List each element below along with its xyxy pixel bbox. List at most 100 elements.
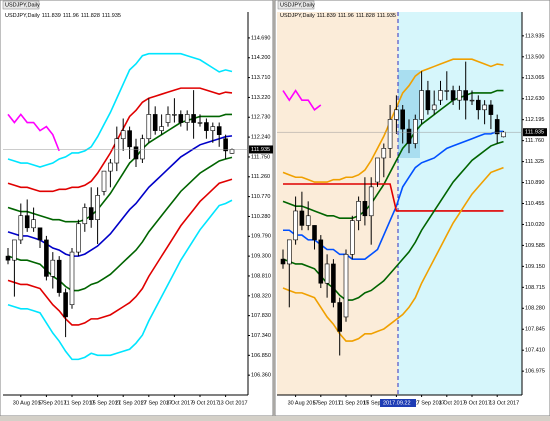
y-tick-label: 107.830 (251, 313, 271, 319)
candle-body (44, 239, 49, 277)
candle-body (438, 90, 443, 101)
x-tick-label: 11 Sep 2017 (338, 400, 369, 406)
candle-body (229, 149, 235, 154)
y-tick-label: 111.260 (251, 174, 270, 180)
candle-body (210, 126, 216, 131)
x-tick-label: 30 Aug 2017 (288, 400, 319, 406)
candle-body (419, 90, 424, 120)
zone-shade (398, 12, 522, 395)
x-tick-label: 5 Sep 2017 (313, 400, 341, 406)
x-tick-label: 3 Oct 2017 (439, 400, 466, 406)
candle-body (31, 219, 36, 229)
indicator-line (7, 113, 60, 152)
y-tick-label: 110.770 (251, 194, 270, 200)
y-tick-label: 112.240 (251, 135, 270, 141)
candle-body (280, 258, 286, 265)
x-tick-label: 5 Sep 2017 (38, 400, 66, 406)
candle-body (178, 114, 184, 123)
indicator-line (282, 58, 504, 183)
x-tick-label: 27 Sep 2017 (141, 400, 172, 406)
candle-body (463, 90, 469, 101)
y-tick-label: 113.500 (525, 54, 544, 60)
candle-body (191, 114, 196, 123)
candle-body (101, 170, 107, 192)
y-tick-label: 106.975 (525, 369, 545, 375)
x-tick-label: 15 Sep 2017 (90, 400, 121, 406)
x-tick-label: 3 Oct 2017 (166, 400, 193, 406)
indicator-line (282, 89, 322, 111)
y-tick-label: 111.325 (525, 159, 544, 165)
y-tick-label: 111.760 (525, 138, 544, 144)
candle-body (368, 186, 374, 217)
chart-header: USDJPY,Daily 111.839 111.96 111.828 111.935 (280, 13, 396, 19)
indicator-line (283, 183, 504, 212)
candle-body (425, 90, 431, 111)
header-field: 111.828 (81, 13, 100, 19)
indicator-line (7, 199, 233, 361)
header-field: 111.935 (377, 13, 396, 19)
indicator-line (7, 178, 233, 326)
header-field: 111.839 (42, 13, 61, 19)
header-field: 111.935 (102, 13, 121, 19)
candle-body (400, 109, 406, 130)
y-tick-label: 108.320 (251, 293, 271, 299)
x-tick-label: 27 Sep 2017 (414, 400, 445, 406)
candle-body (56, 259, 62, 293)
header-field: 111.96 (338, 13, 354, 19)
y-tick-label: 113.935 (525, 33, 544, 39)
price-label-box (249, 145, 273, 154)
candle-body (343, 254, 349, 318)
candle-body (286, 239, 292, 265)
y-tick-label: 112.195 (525, 117, 544, 123)
y-tick-label: 114.690 (251, 35, 270, 41)
candle-body (406, 128, 412, 144)
candle-body (324, 263, 330, 284)
candle-body (356, 201, 361, 221)
candle-body (482, 104, 487, 111)
y-tick-label: 112.630 (525, 96, 544, 102)
candle-body (69, 251, 75, 306)
x-tick-label: 9 Oct 2017 (192, 400, 219, 406)
candle-body (362, 201, 368, 217)
candle-body (172, 114, 177, 116)
candle-body (387, 119, 393, 149)
price-label-box (523, 128, 547, 137)
candle-body (165, 114, 171, 123)
price-label: 111.935 (525, 130, 544, 136)
header-field: 111.96 (63, 13, 79, 19)
candle-body (318, 239, 324, 284)
candle-body (312, 225, 317, 241)
y-tick-label: 113.065 (525, 75, 544, 81)
price-label: 111.935 (251, 147, 270, 153)
candle-body (95, 195, 100, 220)
y-tick-label: 110.020 (525, 222, 544, 228)
candle-body (331, 263, 336, 303)
y-tick-label: 107.340 (251, 333, 271, 339)
x-tick-label: 13 Oct 2017 (489, 400, 519, 406)
candle-body (431, 104, 437, 111)
y-tick-label: 109.300 (251, 254, 271, 260)
candle-body (450, 90, 456, 101)
candle-body (184, 114, 190, 123)
candle-body (12, 239, 17, 261)
candle-body (381, 148, 387, 159)
candle-body (494, 119, 500, 135)
candle-body (114, 138, 120, 164)
candle-body (488, 104, 494, 115)
candle-body (349, 220, 355, 255)
y-tick-label: 110.890 (525, 180, 544, 186)
y-tick-label: 106.360 (251, 373, 271, 379)
candle-body (337, 302, 343, 332)
y-tick-label: 108.280 (525, 306, 545, 312)
candle-body (63, 292, 68, 318)
window-title: USDJPY,Daily (280, 2, 315, 8)
candle-body (469, 99, 475, 102)
candle-body (501, 131, 506, 138)
candle-body (457, 90, 462, 101)
candle-body (24, 215, 30, 229)
y-tick-label: 110.455 (525, 201, 544, 207)
candle-body (82, 207, 88, 225)
y-tick-label: 106.850 (251, 353, 271, 359)
